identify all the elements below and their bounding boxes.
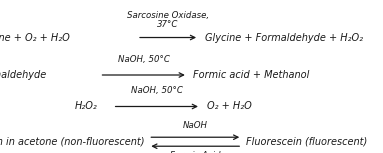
Text: Glycine + Formaldehyde + H₂O₂: Glycine + Formaldehyde + H₂O₂ xyxy=(205,33,363,43)
Text: NaOH, 50°C: NaOH, 50°C xyxy=(131,86,183,95)
Text: NaOH: NaOH xyxy=(183,121,208,131)
Text: Formic acid + Methanol: Formic acid + Methanol xyxy=(193,70,310,80)
Text: Formaldehyde: Formaldehyde xyxy=(0,70,47,80)
Text: H₂O₂: H₂O₂ xyxy=(75,101,98,112)
Text: 37°C: 37°C xyxy=(157,20,179,29)
Text: Sarcosine Oxidase,: Sarcosine Oxidase, xyxy=(127,11,209,20)
Text: O₂ + H₂O: O₂ + H₂O xyxy=(206,101,251,112)
Text: Fluorescein in acetone (non-fluorescent): Fluorescein in acetone (non-fluorescent) xyxy=(0,137,145,147)
Text: Sarcosine + O₂ + H₂O: Sarcosine + O₂ + H₂O xyxy=(0,33,70,43)
Text: Formic Acid: Formic Acid xyxy=(170,151,221,153)
Text: Fluorescein (fluorescent): Fluorescein (fluorescent) xyxy=(246,137,367,147)
Text: NaOH, 50°C: NaOH, 50°C xyxy=(118,55,170,64)
